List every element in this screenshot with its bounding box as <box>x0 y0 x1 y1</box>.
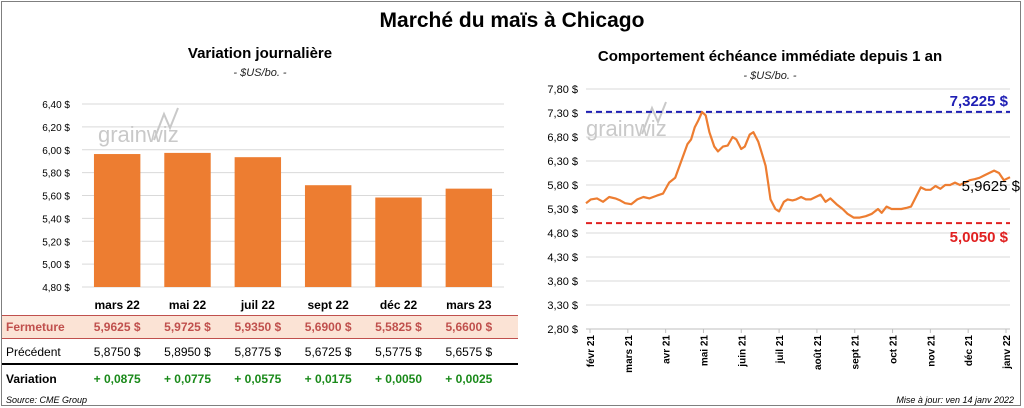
bar-x-tick-label: mai 22 <box>169 298 207 312</box>
line-y-tick-label: 4,80 $ <box>547 228 578 240</box>
line-chart-grid <box>586 88 1010 330</box>
line-chart-labels: 7,3225 $ 5,0050 $ 5,9625 $ <box>950 93 1021 246</box>
table-cell-previous: 5,8750 $ <box>93 345 141 359</box>
line-x-tick-label: nov 21 <box>926 335 937 367</box>
table-cell-variation: + 0,0025 <box>445 372 493 386</box>
bar-y-tick-label: 5,40 $ <box>42 214 70 225</box>
line-x-tick-label: oct 21 <box>889 335 900 364</box>
main-title: Marché du maïs à Chicago <box>379 9 645 32</box>
table-cell-previous: 5,6725 $ <box>304 345 352 359</box>
line-chart-watermark: grainwiz <box>586 101 667 141</box>
table-cell-previous: 5,8950 $ <box>164 345 211 359</box>
line-chart-x-ticks: févr 21 mars 21 avr 21 mai 21 juin 21 juil 21… <box>586 329 1013 373</box>
bar-x-tick-label: mars 22 <box>94 298 140 312</box>
bar-chart: grainwiz 6,40 $ 6,20 $ 6,00 $ 5,80 $ 5,60 $ 5… <box>42 100 504 312</box>
line-y-tick-label: 6,80 $ <box>547 132 578 144</box>
bar-0 <box>93 154 141 287</box>
right-panel-title: Comportement échéance immédiate depuis 1… <box>597 48 943 65</box>
line-chart: grainwiz 7,80 $ 7,30 $ 6,80 $ 6,30 $ 5,80 $ 5… <box>547 84 1021 373</box>
bar-y-tick-label: 6,20 $ <box>42 123 70 134</box>
reference-line-label-0: 7,3225 $ <box>950 93 1009 110</box>
table-cell-variation: + 0,0175 <box>304 372 352 386</box>
line-y-tick-label: 4,30 $ <box>547 252 578 264</box>
line-x-tick-label: avr 21 <box>662 335 673 364</box>
bar-y-tick-label: 6,00 $ <box>42 146 70 157</box>
line-x-tick-label: juil 21 <box>775 335 786 365</box>
bar-2 <box>234 157 282 287</box>
table-row-close: Fermeture 5,9625 $ 5,9725 $ 5,9350 $ 5,6900… <box>2 315 518 339</box>
bar-chart-bars <box>93 152 493 287</box>
left-panel-subtitle: - $US/bo. - <box>233 67 287 79</box>
table-cell-previous: 5,6575 $ <box>445 345 493 359</box>
bar-3 <box>304 185 352 287</box>
bar-1 <box>164 152 211 287</box>
bar-chart-y-ticks: 6,40 $ 6,20 $ 6,00 $ 5,80 $ 5,60 $ 5,40 $ 5,20… <box>42 100 70 294</box>
last-value-label: 5,9625 $ <box>962 178 1021 195</box>
line-y-tick-label: 2,80 $ <box>547 324 578 336</box>
bar-y-tick-label: 5,60 $ <box>42 192 70 203</box>
row-label-variation: Variation <box>6 372 57 386</box>
grainwiz-watermark: grainwiz <box>586 116 667 141</box>
bar-chart-x-ticks: mars 22 mai 22 juil 22 sept 22 déc 22 mars 23 <box>94 298 491 312</box>
line-x-tick-label: mai 21 <box>699 335 710 367</box>
table-cell-close: 5,9725 $ <box>164 320 211 334</box>
line-y-tick-label: 7,30 $ <box>547 108 578 120</box>
table-cell-previous: 5,8775 $ <box>234 345 282 359</box>
table-cell-variation: + 0,0875 <box>93 372 141 386</box>
table-cell-variation: + 0,0050 <box>374 372 423 386</box>
watermark-wheat-icon <box>153 107 179 141</box>
bar-y-tick-label: 5,80 $ <box>42 169 70 180</box>
line-y-tick-label: 5,80 $ <box>547 180 578 192</box>
grainwiz-watermark: grainwiz <box>98 122 179 147</box>
bar-y-tick-label: 5,20 $ <box>42 237 70 248</box>
table-cell-close: 5,6600 $ <box>445 320 493 334</box>
line-chart-y-ticks: 7,80 $ 7,30 $ 6,80 $ 6,30 $ 5,80 $ 5,30 $ 4,80… <box>547 84 578 336</box>
bar-chart-watermark: grainwiz <box>98 107 179 147</box>
bar-chart-grid <box>82 103 504 288</box>
source-note: Source: CME Group <box>6 395 88 405</box>
table-cell-previous: 5,5775 $ <box>375 345 422 359</box>
table-cell-close: 5,9625 $ <box>93 320 141 334</box>
table-row-variation: Variation + 0,0875 + 0,0775 + 0,0575 + 0,01… <box>2 368 518 390</box>
bar-x-tick-label: mars 23 <box>446 298 492 312</box>
line-x-tick-label: déc 21 <box>964 335 975 367</box>
bar-y-tick-label: 4,80 $ <box>42 283 70 294</box>
line-y-tick-label: 6,30 $ <box>547 156 578 168</box>
line-y-tick-label: 3,80 $ <box>547 276 578 288</box>
line-x-tick-label: sept 21 <box>851 335 862 370</box>
line-chart-reference-lines <box>586 110 1010 225</box>
series-line-0 <box>585 110 1011 219</box>
table-cell-variation: + 0,0575 <box>234 372 282 386</box>
table-cell-close: 5,5825 $ <box>375 320 422 334</box>
line-x-tick-label: janv 22 <box>1002 335 1013 370</box>
table-row-previous: Précédent 5,8750 $ 5,8950 $ 5,8775 $ 5,6725… <box>2 341 518 365</box>
line-x-tick-label: août 21 <box>813 335 824 370</box>
bar-y-tick-label: 5,00 $ <box>42 260 70 271</box>
table-cell-variation: + 0,0775 <box>163 372 212 386</box>
line-y-tick-label: 7,80 $ <box>547 84 578 96</box>
line-chart-series <box>585 110 1011 219</box>
line-x-tick-label: févr 21 <box>586 335 597 368</box>
left-panel-title: Variation journalière <box>187 45 333 62</box>
line-x-tick-label: mars 21 <box>624 335 635 373</box>
table-cell-close: 5,6900 $ <box>304 320 352 334</box>
bar-5 <box>445 188 493 287</box>
row-label-previous: Précédent <box>6 345 61 359</box>
right-panel-subtitle: - $US/bo. - <box>743 70 797 82</box>
update-note: Mise à jour: ven 14 janv 2022 <box>896 395 1014 405</box>
line-x-tick-label: juin 21 <box>737 335 748 368</box>
table-cell-close: 5,9350 $ <box>234 320 282 334</box>
line-y-tick-label: 5,30 $ <box>547 204 578 216</box>
bar-4 <box>375 197 422 287</box>
row-label-close: Fermeture <box>6 320 65 334</box>
bar-x-tick-label: déc 22 <box>380 298 418 312</box>
bar-y-tick-label: 6,40 $ <box>42 100 70 111</box>
reference-line-label-1: 5,0050 $ <box>950 229 1009 246</box>
line-y-tick-label: 3,30 $ <box>547 300 578 312</box>
bar-x-tick-label: sept 22 <box>307 298 349 312</box>
bar-x-tick-label: juil 22 <box>240 298 275 312</box>
